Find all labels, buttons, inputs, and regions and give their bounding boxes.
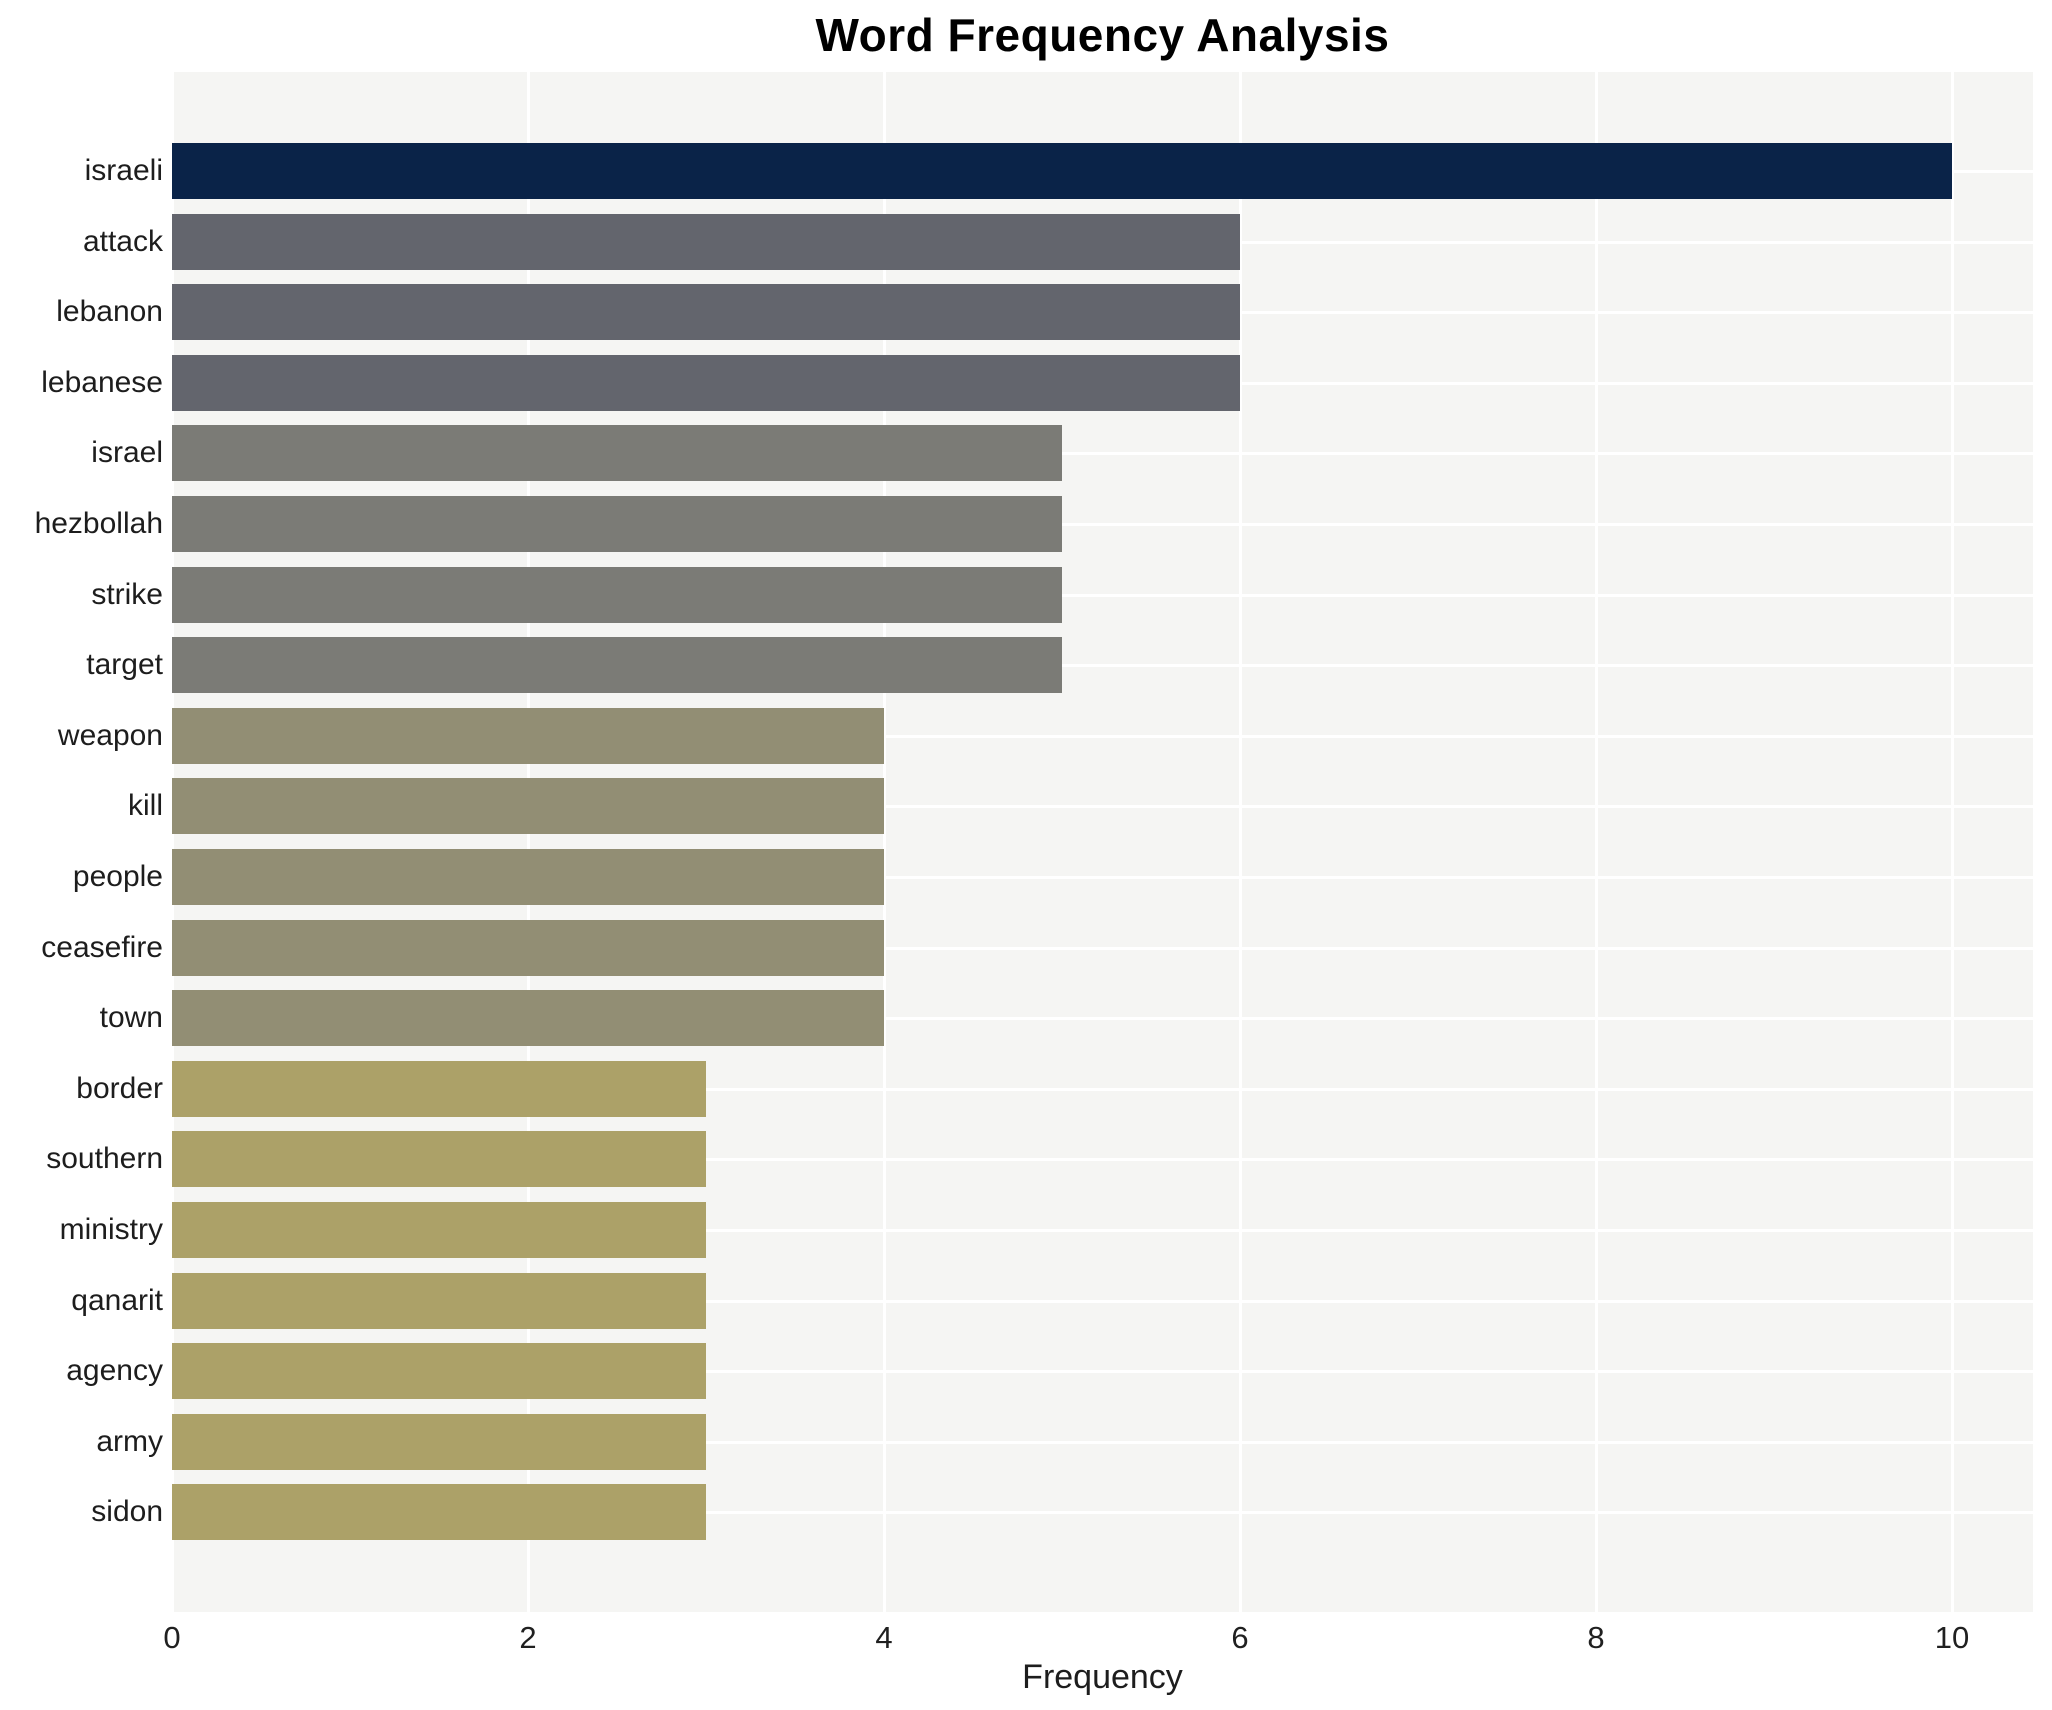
bar-people	[172, 849, 884, 905]
y-gridline-border	[172, 1087, 2033, 1091]
x-tick-label-10: 10	[1934, 1620, 1970, 1655]
bar-border	[172, 1060, 706, 1117]
bar-qanarit	[172, 1272, 706, 1329]
y-gridline-people	[172, 876, 2033, 879]
bar-israeli	[172, 143, 1952, 199]
x-gridline-10	[1951, 72, 1954, 1612]
y-tick-label-town: town	[99, 1001, 163, 1035]
bar-army	[172, 1413, 706, 1470]
y-gridline-ceasefire	[172, 946, 2033, 950]
y-tick-label-target: target	[86, 648, 163, 682]
y-tick-label-strike: strike	[91, 577, 163, 611]
y-tick-label-agency: agency	[66, 1354, 163, 1388]
x-gridline-0	[171, 72, 174, 1612]
bar-ministry	[172, 1202, 706, 1258]
y-gridline-strike	[172, 593, 2033, 597]
bar-weapon	[172, 707, 884, 764]
y-tick-label-army: army	[96, 1424, 163, 1458]
bar-kill	[172, 778, 884, 835]
y-tick-label-hezbollah: hezbollah	[34, 507, 163, 540]
x-gridline-2	[527, 72, 530, 1612]
y-tick-label-israel: israel	[91, 436, 163, 470]
bar-agency	[172, 1343, 706, 1400]
y-tick-label-attack: attack	[82, 224, 163, 258]
bar-lebanese	[172, 354, 1240, 411]
x-tick-label-4: 4	[875, 1620, 893, 1655]
bar-sidon	[172, 1484, 706, 1541]
y-gridline-ministry	[172, 1229, 2033, 1232]
y-tick-label-lebanon: lebanon	[56, 295, 163, 329]
y-tick-label-israeli: israeli	[84, 154, 163, 187]
y-gridline-israel	[172, 452, 2033, 456]
bar-strike	[172, 566, 1062, 623]
x-axis-label: Frequency	[1022, 1658, 1183, 1696]
y-tick-label-kill: kill	[128, 789, 163, 823]
x-gridline-6	[1239, 72, 1242, 1612]
y-gridline-weapon	[172, 734, 2033, 738]
y-tick-label-border: border	[76, 1071, 163, 1105]
y-gridline-kill	[172, 805, 2033, 809]
y-tick-label-ceasefire: ceasefire	[41, 930, 163, 964]
y-gridline-target	[172, 664, 2033, 668]
y-gridline-sidon	[172, 1511, 2033, 1515]
bar-target	[172, 637, 1062, 694]
bar-town	[172, 990, 884, 1047]
bar-hezbollah	[172, 496, 1062, 552]
x-gridline-4	[883, 72, 886, 1612]
x-tick-label-6: 6	[1231, 1620, 1249, 1655]
plot-area	[171, 72, 2033, 1612]
x-gridline-8	[1595, 72, 1598, 1612]
x-tick-label-2: 2	[519, 1620, 537, 1655]
y-tick-label-weapon: weapon	[57, 718, 163, 752]
bar-attack	[172, 213, 1240, 270]
bar-ceasefire	[172, 919, 884, 976]
y-gridline-southern	[172, 1158, 2033, 1162]
y-gridline-town	[172, 1017, 2033, 1021]
y-tick-label-sidon: sidon	[91, 1495, 163, 1529]
y-tick-label-lebanese: lebanese	[41, 365, 163, 399]
x-tick-label-0: 0	[163, 1620, 181, 1655]
y-gridline-qanarit	[172, 1299, 2033, 1303]
y-tick-label-people: people	[72, 860, 163, 893]
y-gridline-army	[172, 1440, 2033, 1444]
bar-lebanon	[172, 284, 1240, 341]
chart-title: Word Frequency Analysis	[815, 9, 1390, 61]
bar-southern	[172, 1131, 706, 1188]
y-tick-label-ministry: ministry	[59, 1213, 163, 1246]
y-gridline-hezbollah	[172, 523, 2033, 526]
bar-israel	[172, 425, 1062, 482]
y-gridline-agency	[172, 1370, 2033, 1374]
y-tick-label-qanarit: qanarit	[71, 1283, 163, 1317]
y-tick-label-southern: southern	[46, 1142, 163, 1176]
x-tick-label-8: 8	[1587, 1620, 1605, 1655]
